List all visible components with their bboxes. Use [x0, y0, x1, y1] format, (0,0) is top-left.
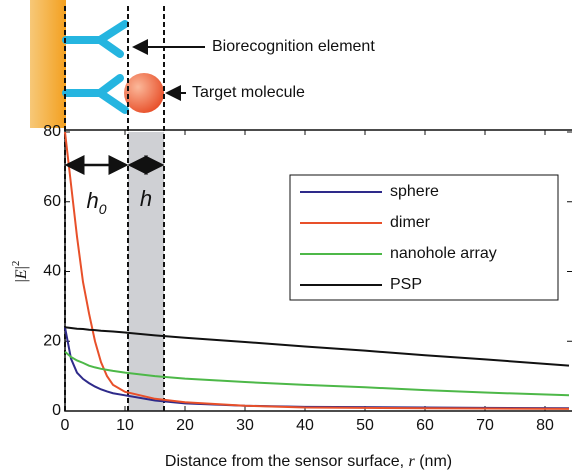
x-tick-label: 10 [116, 417, 134, 434]
y-axis-label: |E|2 [10, 261, 30, 283]
diagram-label: Target molecule [192, 84, 305, 101]
annotation-subscript: 0 [99, 201, 107, 217]
data-line [64, 326, 570, 367]
annotation: h [140, 186, 152, 211]
x-axis-label: Distance from the sensor surface, r (nm) [165, 453, 452, 471]
x-tick-label: 60 [416, 417, 434, 434]
x-tick-label: 30 [236, 417, 254, 434]
sensor-surface [30, 0, 66, 128]
x-axis-label-part: Distance from the sensor surface, [165, 453, 409, 470]
y-tick-label: 80 [43, 123, 61, 140]
y-tick-label: 20 [43, 332, 61, 349]
y-tick-label: 40 [43, 263, 61, 280]
x-tick-label: 80 [536, 417, 554, 434]
x-tick-label: 0 [61, 417, 70, 434]
x-tick-label: 50 [356, 417, 374, 434]
diagram-label: Biorecognition element [212, 38, 375, 55]
y-tick-label: 0 [52, 402, 61, 419]
y-axis-label-part: E [13, 269, 30, 280]
x-tick-label: 70 [476, 417, 494, 434]
target-molecule [124, 73, 164, 113]
y-axis-label-part: | [13, 279, 30, 282]
shaded-region [128, 132, 164, 411]
y-tick-label: 60 [43, 193, 61, 210]
data-line [64, 350, 570, 397]
data-line [64, 131, 570, 410]
legend-label: sphere [390, 183, 439, 200]
x-tick-label: 40 [296, 417, 314, 434]
legend-label: nanohole array [390, 245, 497, 262]
x-tick-label: 20 [176, 417, 194, 434]
y-axis-label-part: | [13, 266, 30, 269]
legend-box [289, 174, 559, 301]
y-axis-label-part: 2 [10, 261, 22, 267]
annotation: h0 [86, 188, 106, 217]
legend-label: dimer [390, 214, 431, 231]
x-axis-label-part: r [409, 453, 416, 470]
antibodies [62, 20, 129, 114]
legend-label: PSP [390, 276, 422, 293]
annotation-text: h [86, 188, 98, 213]
x-axis-label-part: (nm) [415, 453, 452, 470]
